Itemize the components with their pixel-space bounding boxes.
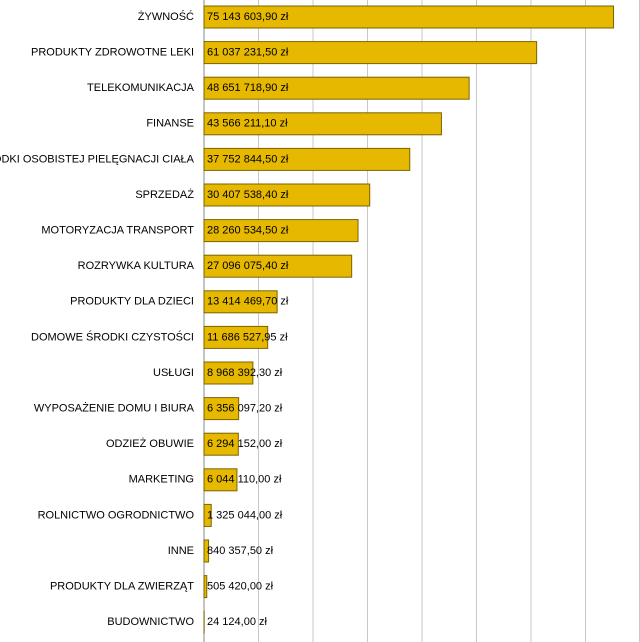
bar — [203, 112, 442, 136]
bar — [203, 219, 359, 243]
bar — [203, 325, 269, 349]
category-label: DOMOWE ŚRODKI CZYSTOŚCI — [31, 330, 194, 343]
value-label: 28 260 534,50 zł — [207, 225, 289, 237]
category-label: PRODUKTY DLA DZIECI — [70, 296, 194, 308]
category-label: PRODUKTY DLA ZWIERZĄT — [50, 581, 194, 593]
category-label: MARKETING — [129, 474, 194, 486]
category-label: ROZRYWKA KULTURA — [78, 260, 195, 272]
bar — [203, 41, 538, 65]
category-label: USŁUGI — [153, 367, 194, 379]
bar — [203, 76, 470, 100]
bar — [203, 468, 238, 492]
value-label: 505 420,00 zł — [207, 581, 274, 593]
value-label: 1 325 044,00 zł — [207, 509, 283, 521]
value-label: 24 124,00 zł — [207, 616, 267, 628]
category-label: ŻYWNOŚĆ — [138, 10, 194, 23]
category-label: ROLNICTWO OGRODNICTWO — [38, 509, 195, 521]
bar — [203, 183, 371, 207]
category-label: MOTORYZACJA TRANSPORT — [41, 225, 194, 237]
category-label: SPRZEDAŻ — [135, 188, 194, 201]
value-label: 48 651 718,90 zł — [207, 82, 289, 94]
bar — [203, 290, 278, 314]
bar — [203, 397, 240, 421]
category-label: INNE — [168, 545, 194, 557]
value-label: 8 968 392,30 zł — [207, 367, 283, 379]
value-label: 75 143 603,90 zł — [207, 11, 289, 23]
value-label: 27 096 075,40 zł — [207, 260, 289, 272]
value-label: 6 356 097,20 zł — [207, 403, 283, 415]
value-label: 30 407 538,40 zł — [207, 189, 289, 201]
category-label: ODZIEŻ OBUWIE — [106, 437, 194, 450]
bar — [203, 575, 208, 599]
value-label: 11 686 527,95 zł — [207, 331, 288, 343]
bar — [203, 361, 254, 385]
bar — [203, 432, 239, 456]
value-label: 6 044 110,00 zł — [207, 474, 282, 486]
category-label: ŚRODKI OSOBISTEJ PIELĘGNACJI CIAŁA — [0, 152, 195, 165]
category-label: FINANSE — [146, 118, 194, 130]
bar — [203, 539, 210, 563]
category-label: PRODUKTY ZDROWOTNE LEKI — [31, 47, 194, 59]
value-label: 13 414 469,70 zł — [207, 296, 289, 308]
value-label: 37 752 844,50 zł — [207, 153, 289, 165]
value-label: 61 037 231,50 zł — [207, 47, 289, 59]
value-label: 43 566 211,10 zł — [207, 118, 288, 130]
value-label: 6 294 152,00 zł — [207, 438, 283, 450]
bar — [203, 5, 615, 29]
value-label: 840 357,50 zł — [207, 545, 274, 557]
category-label: TELEKOMUNIKACJA — [87, 82, 195, 94]
category-label: BUDOWNICTWO — [107, 616, 194, 628]
bar — [203, 254, 353, 278]
category-label: WYPOSAŻENIE DOMU I BIURA — [34, 402, 195, 415]
bar — [203, 147, 411, 171]
bar — [203, 503, 212, 527]
